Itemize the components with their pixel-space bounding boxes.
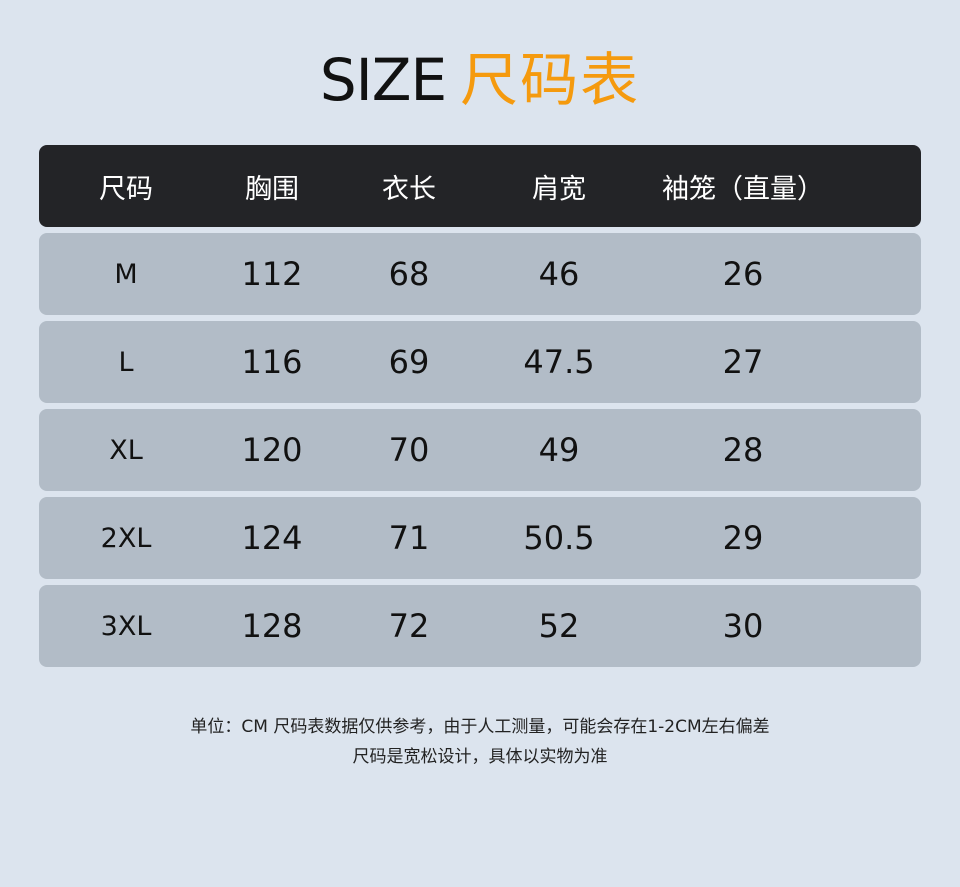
note-line-2: 尺码是宽松设计，具体以实物为准 xyxy=(352,747,608,767)
table-cell: 26 xyxy=(722,255,764,293)
table-cell: 29 xyxy=(722,519,764,557)
title-cn: 尺码表 xyxy=(460,46,641,114)
table-cell: 2XL xyxy=(100,522,152,554)
table-cell: 124 xyxy=(241,519,303,557)
header-chest: 胸围 xyxy=(245,173,299,205)
page-title: SIZE 尺码表 xyxy=(0,40,960,120)
table-cell: 28 xyxy=(722,431,764,469)
table-cell: M xyxy=(114,258,138,290)
header-shoulder: 肩宽 xyxy=(532,173,586,205)
table-cell: 49 xyxy=(538,431,580,469)
table-header: 尺码 胸围 衣长 肩宽 袖笼（直量） xyxy=(39,145,921,227)
table-cell: L xyxy=(118,346,134,378)
table-cell: 3XL xyxy=(100,610,152,642)
table-cell: 27 xyxy=(722,343,764,381)
table-cell: 112 xyxy=(241,255,303,293)
table-row: 2XL 124 71 50.5 29 xyxy=(39,497,921,579)
table-cell: 46 xyxy=(538,255,580,293)
table-cell: 116 xyxy=(241,343,303,381)
title-en: SIZE xyxy=(319,46,447,114)
table-row: 3XL 128 72 52 30 xyxy=(39,585,921,667)
table-cell: 70 xyxy=(388,431,430,469)
table-row: M 112 68 46 26 xyxy=(39,233,921,315)
table-cell: 30 xyxy=(722,607,764,645)
note-line-1: 单位：CM 尺码表数据仅供参考，由于人工测量，可能会存在1-2CM左右偏差 xyxy=(190,717,770,737)
table-cell: 68 xyxy=(388,255,430,293)
table-row: XL 120 70 49 28 xyxy=(39,409,921,491)
header-size: 尺码 xyxy=(99,173,153,205)
table-cell: 128 xyxy=(241,607,303,645)
table-cell: 47.5 xyxy=(523,343,595,381)
table-cell: 120 xyxy=(241,431,303,469)
table-cell: 71 xyxy=(388,519,430,557)
table-row: L 116 69 47.5 27 xyxy=(39,321,921,403)
table-cell: 72 xyxy=(388,607,430,645)
table-cell: XL xyxy=(109,434,143,466)
header-armhole: 袖笼（直量） xyxy=(662,173,824,205)
header-length: 衣长 xyxy=(382,173,436,205)
table-cell: 52 xyxy=(538,607,580,645)
table-cell: 69 xyxy=(388,343,430,381)
table-cell: 50.5 xyxy=(523,519,595,557)
